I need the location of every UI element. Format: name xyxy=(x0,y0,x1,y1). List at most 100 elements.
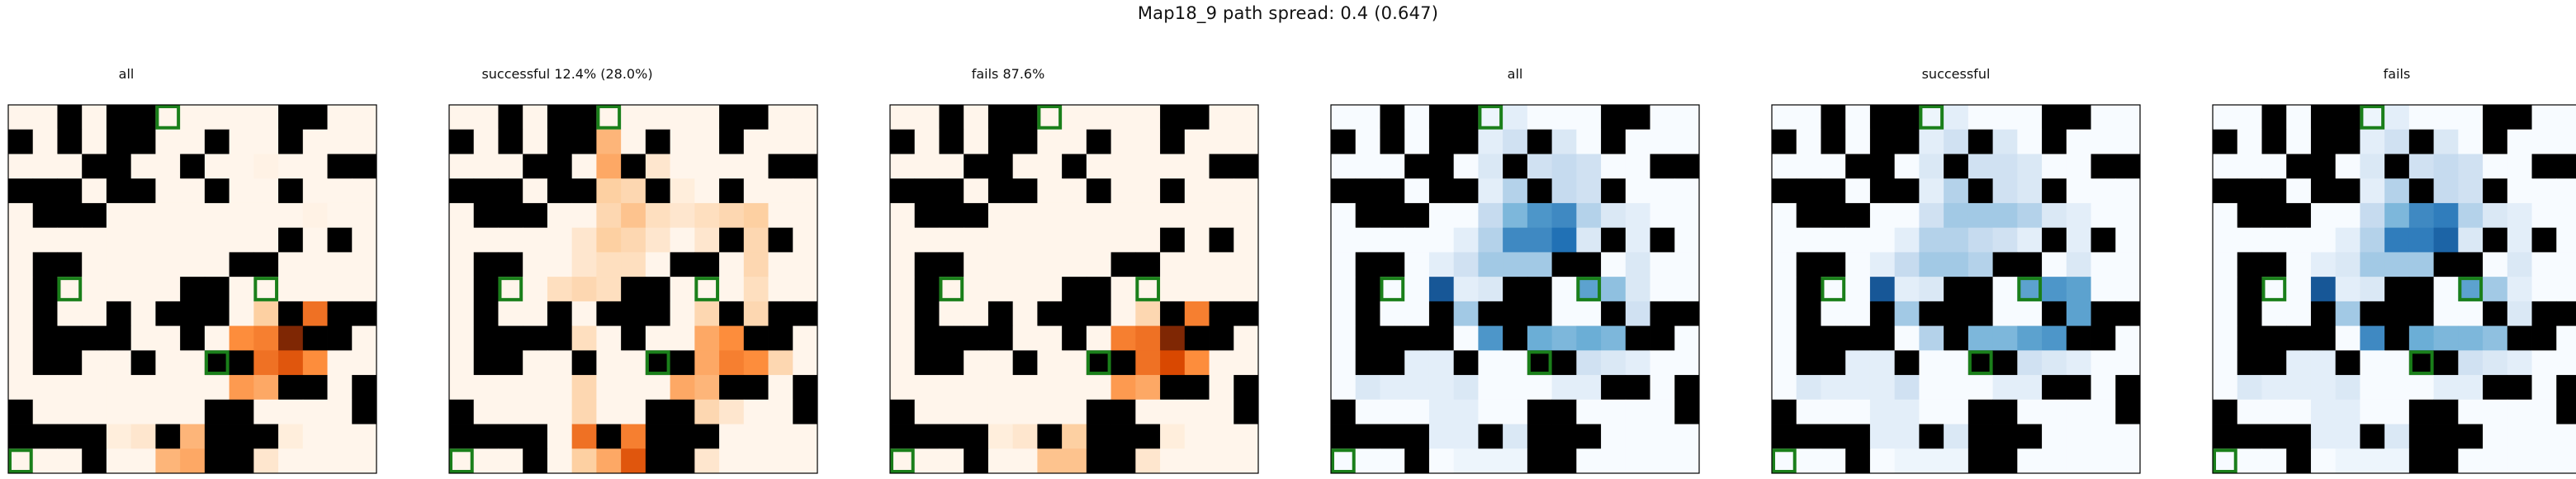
heat-cell xyxy=(2091,202,2116,229)
heat-cell xyxy=(1478,178,1503,204)
heat-cell xyxy=(302,448,328,474)
heat-cell xyxy=(2091,277,2116,302)
obstacle-cell xyxy=(1527,277,1552,302)
obstacle-cell xyxy=(32,424,58,449)
heat-cell xyxy=(449,105,475,130)
heat-cell xyxy=(596,350,622,376)
obstacle-cell xyxy=(1428,178,1455,204)
heat-cell xyxy=(1601,325,1627,351)
obstacle-cell xyxy=(473,325,499,351)
target-marker xyxy=(645,350,670,376)
obstacle-cell xyxy=(1331,178,1357,204)
obstacle-cell xyxy=(939,129,964,154)
obstacle-cell xyxy=(1551,448,1577,474)
obstacle-cell xyxy=(1355,202,1380,229)
heat-cell xyxy=(1772,202,1797,229)
obstacle-cell xyxy=(939,325,964,351)
obstacle-cell xyxy=(2433,448,2459,474)
obstacle-cell xyxy=(523,325,548,351)
obstacle-cell xyxy=(743,375,769,401)
obstacle-cell xyxy=(82,448,107,474)
obstacle-cell xyxy=(645,178,670,204)
heat-cell xyxy=(498,227,523,253)
obstacle-cell xyxy=(1845,154,1871,179)
heat-cell xyxy=(1527,105,1552,130)
heat-cell xyxy=(1086,252,1111,277)
heat-cell xyxy=(1062,424,1087,449)
target-marker xyxy=(155,105,181,130)
heat-cell xyxy=(130,448,156,474)
obstacle-cell xyxy=(1551,399,1577,424)
heat-cell xyxy=(1355,105,1380,130)
heat-cell xyxy=(2115,252,2141,277)
obstacle-cell xyxy=(1503,154,1528,179)
heat-cell xyxy=(1453,424,1479,449)
obstacle-cell xyxy=(1209,301,1234,326)
obstacle-cell xyxy=(1625,325,1650,351)
heat-cell xyxy=(2335,301,2361,326)
heat-cell xyxy=(2335,202,2361,229)
heat-cell xyxy=(1894,227,1920,253)
heat-cell xyxy=(1894,325,1920,351)
obstacle-cell xyxy=(1404,202,1430,229)
heat-cell xyxy=(2458,301,2484,326)
heat-cell xyxy=(2261,227,2287,253)
heat-cell xyxy=(890,252,916,277)
obstacle-cell xyxy=(1355,252,1380,277)
heat-cell xyxy=(1601,252,1627,277)
heat-cell xyxy=(2261,277,2287,302)
heat-cell xyxy=(1184,202,1210,229)
heat-cell xyxy=(2531,105,2557,130)
heat-cell xyxy=(1796,154,1821,179)
heat-cell xyxy=(890,154,916,179)
heat-cell xyxy=(1503,399,1528,424)
heat-cell xyxy=(2213,325,2238,351)
heat-cell xyxy=(2507,399,2532,424)
heat-cell xyxy=(82,227,107,253)
heat-cell xyxy=(2483,277,2508,302)
obstacle-cell xyxy=(2408,301,2434,326)
heat-cell xyxy=(1184,277,1210,302)
heat-cell xyxy=(2066,301,2091,326)
heat-cell xyxy=(1184,301,1210,326)
heat-cell xyxy=(914,448,940,474)
target-marker xyxy=(1576,277,1602,301)
heat-cell xyxy=(1919,154,1944,179)
heat-cell xyxy=(793,325,818,351)
heat-cell xyxy=(571,277,597,302)
heat-cell xyxy=(743,277,769,302)
heat-cell xyxy=(1355,227,1380,253)
heat-cell xyxy=(1428,448,1455,474)
heat-cell xyxy=(743,202,769,229)
obstacle-cell xyxy=(596,301,622,326)
obstacle-cell xyxy=(57,202,83,229)
heat-cell xyxy=(1674,325,1700,351)
heat-cell xyxy=(253,129,279,154)
heat-cell xyxy=(2384,252,2410,277)
heat-cell xyxy=(2433,105,2459,130)
heat-cell xyxy=(57,277,83,302)
heat-cell xyxy=(302,202,328,229)
heat-cell xyxy=(1086,202,1111,229)
heat-cell xyxy=(2066,350,2091,376)
heat-cell xyxy=(2066,399,2091,424)
heat-cell xyxy=(1503,424,1528,449)
heat-cell xyxy=(2360,129,2385,154)
heat-cell xyxy=(180,227,206,253)
heat-cell xyxy=(449,227,475,253)
heat-cell xyxy=(1209,252,1234,277)
obstacle-cell xyxy=(2261,424,2287,449)
obstacle-cell xyxy=(2310,325,2337,351)
heat-cell xyxy=(743,448,769,474)
obstacle-cell xyxy=(1796,325,1821,351)
heat-cell xyxy=(278,277,304,302)
heat-cell xyxy=(1331,448,1357,474)
heat-cell xyxy=(1601,350,1627,376)
obstacle-cell xyxy=(1380,325,1405,351)
heat-cell xyxy=(523,252,548,277)
obstacle-cell xyxy=(670,448,695,474)
heat-cell xyxy=(1355,129,1380,154)
obstacle-cell xyxy=(1478,301,1503,326)
heat-cell xyxy=(1160,448,1186,474)
heat-cell xyxy=(1894,399,1920,424)
